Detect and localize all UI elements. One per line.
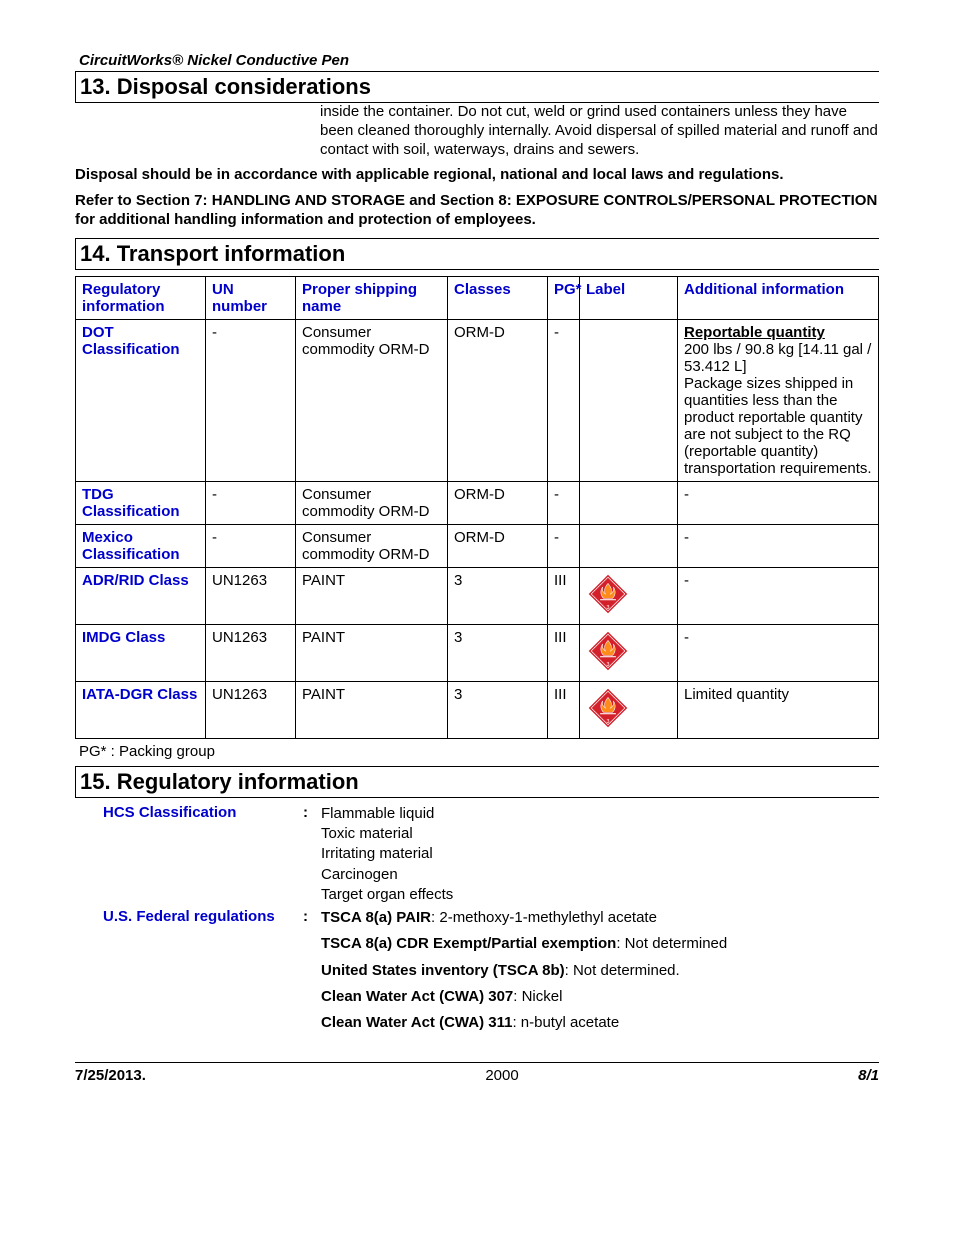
regulatory-value: TSCA 8(a) PAIR: 2-methoxy-1-methylethyl … <box>321 908 727 1039</box>
transport-cell-additional: - <box>678 624 879 681</box>
transport-cell-un: - <box>206 481 296 524</box>
regulatory-row: HCS Classification:Flammable liquidToxic… <box>103 804 865 905</box>
regulatory-value-line: Carcinogen <box>321 865 453 885</box>
svg-text:3: 3 <box>607 662 610 668</box>
footer-date: 7/25/2013. <box>75 1067 146 1084</box>
svg-text:3: 3 <box>607 719 610 725</box>
regulatory-value-line: TSCA 8(a) PAIR: 2-methoxy-1-methylethyl … <box>321 908 727 928</box>
regulatory-colon: : <box>303 804 321 821</box>
transport-cell-label: 3 <box>580 624 678 681</box>
regulatory-value-line: Flammable liquid <box>321 804 453 824</box>
flammable-hazard-icon: 3 <box>586 629 630 673</box>
transport-cell-pg: III <box>548 567 580 624</box>
flammable-hazard-icon: 3 <box>586 572 630 616</box>
transport-cell-pg: III <box>548 681 580 738</box>
transport-row-reg: ADR/RID Class <box>76 567 206 624</box>
section-13-heading: 13. Disposal considerations <box>75 72 879 103</box>
transport-cell-additional: - <box>678 567 879 624</box>
transport-row-reg: Mexico Classification <box>76 524 206 567</box>
footer-center: 2000 <box>485 1067 518 1084</box>
regulatory-value-line: TSCA 8(a) CDR Exempt/Partial exemption: … <box>321 934 727 954</box>
transport-cell-ship: Consumer commodity ORM-D <box>296 481 448 524</box>
transport-table: Regulatory information UN number Proper … <box>75 276 879 739</box>
pg-note: PG* : Packing group <box>75 741 879 762</box>
transport-cell-classes: 3 <box>448 624 548 681</box>
transport-cell-additional: - <box>678 481 879 524</box>
transport-cell-label: 3 <box>580 567 678 624</box>
flammable-hazard-icon: 3 <box>586 686 630 730</box>
regulatory-value-line: Clean Water Act (CWA) 307: Nickel <box>321 987 727 1007</box>
th-ship: Proper shipping name <box>296 276 448 319</box>
page-footer: 7/25/2013. 2000 8/1 <box>75 1062 879 1084</box>
product-title: CircuitWorks® Nickel Conductive Pen <box>75 50 879 72</box>
transport-cell-ship: PAINT <box>296 681 448 738</box>
transport-cell-label <box>580 319 678 481</box>
transport-row-reg: TDG Classification <box>76 481 206 524</box>
th-pg: PG* <box>548 276 580 319</box>
transport-cell-classes: 3 <box>448 567 548 624</box>
regulatory-label: HCS Classification <box>103 804 303 821</box>
transport-cell-un: UN1263 <box>206 567 296 624</box>
section-14-heading: 14. Transport information <box>75 238 879 270</box>
section-13-continued-text: inside the container. Do not cut, weld o… <box>320 103 879 159</box>
transport-cell-label: 3 <box>580 681 678 738</box>
transport-cell-ship: PAINT <box>296 567 448 624</box>
regulatory-row: U.S. Federal regulations:TSCA 8(a) PAIR:… <box>103 908 865 1039</box>
transport-cell-additional: Limited quantity <box>678 681 879 738</box>
transport-cell-pg: - <box>548 481 580 524</box>
transport-cell-classes: ORM-D <box>448 319 548 481</box>
transport-row-reg: DOT Classification <box>76 319 206 481</box>
transport-cell-additional: Reportable quantity200 lbs / 90.8 kg [14… <box>678 319 879 481</box>
transport-cell-label <box>580 481 678 524</box>
transport-cell-un: - <box>206 319 296 481</box>
transport-cell-classes: 3 <box>448 681 548 738</box>
transport-cell-classes: ORM-D <box>448 481 548 524</box>
section-13-bold-2: Refer to Section 7: HANDLING AND STORAGE… <box>75 191 879 230</box>
transport-row: ADR/RID ClassUN1263PAINT3III 3 - <box>76 567 879 624</box>
regulatory-colon: : <box>303 908 321 925</box>
regulatory-value-line: Clean Water Act (CWA) 311: n-butyl aceta… <box>321 1013 727 1033</box>
transport-cell-classes: ORM-D <box>448 524 548 567</box>
section-15-heading: 15. Regulatory information <box>75 766 879 798</box>
regulatory-value: Flammable liquidToxic materialIrritating… <box>321 804 453 905</box>
transport-row: IMDG ClassUN1263PAINT3III 3 - <box>76 624 879 681</box>
transport-row: Mexico Classification-Consumer commodity… <box>76 524 879 567</box>
regulatory-value-line: United States inventory (TSCA 8b): Not d… <box>321 961 727 981</box>
th-classes: Classes <box>448 276 548 319</box>
svg-text:3: 3 <box>607 605 610 611</box>
reportable-quantity-heading: Reportable quantity <box>684 324 825 341</box>
transport-row: IATA-DGR ClassUN1263PAINT3III 3 Limited … <box>76 681 879 738</box>
regulatory-value-line: Toxic material <box>321 824 453 844</box>
transport-cell-ship: PAINT <box>296 624 448 681</box>
transport-cell-pg: - <box>548 319 580 481</box>
th-addl: Additional information <box>678 276 879 319</box>
section-13-bold-1: Disposal should be in accordance with ap… <box>75 165 879 185</box>
th-label: Label <box>580 276 678 319</box>
transport-cell-pg: III <box>548 624 580 681</box>
transport-cell-pg: - <box>548 524 580 567</box>
transport-row-reg: IMDG Class <box>76 624 206 681</box>
regulatory-list: HCS Classification:Flammable liquidToxic… <box>75 798 879 1049</box>
transport-row-reg: IATA-DGR Class <box>76 681 206 738</box>
footer-page: 8/1 <box>858 1067 879 1084</box>
regulatory-label: U.S. Federal regulations <box>103 908 303 925</box>
regulatory-value-line: Irritating material <box>321 844 453 864</box>
transport-cell-ship: Consumer commodity ORM-D <box>296 524 448 567</box>
th-un: UN number <box>206 276 296 319</box>
transport-cell-label <box>580 524 678 567</box>
transport-cell-ship: Consumer commodity ORM-D <box>296 319 448 481</box>
transport-header-row: Regulatory information UN number Proper … <box>76 276 879 319</box>
transport-cell-un: - <box>206 524 296 567</box>
transport-row: DOT Classification-Consumer commodity OR… <box>76 319 879 481</box>
transport-cell-additional: - <box>678 524 879 567</box>
transport-cell-un: UN1263 <box>206 681 296 738</box>
regulatory-value-line: Target organ effects <box>321 885 453 905</box>
th-reg: Regulatory information <box>76 276 206 319</box>
transport-row: TDG Classification-Consumer commodity OR… <box>76 481 879 524</box>
transport-cell-un: UN1263 <box>206 624 296 681</box>
